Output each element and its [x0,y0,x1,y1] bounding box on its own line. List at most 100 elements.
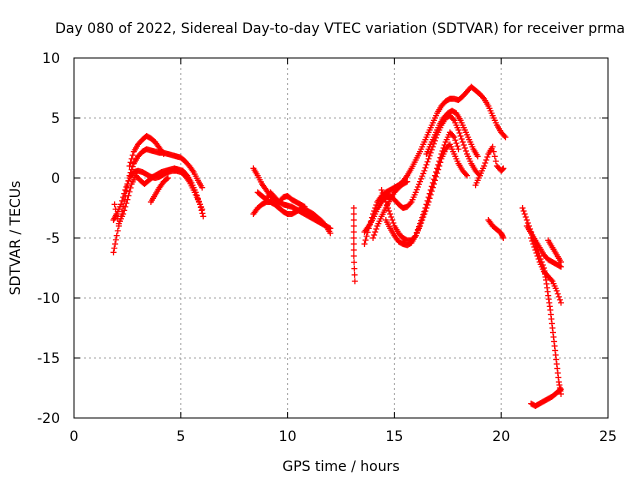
data-point [459,139,466,145]
y-tick-label: 5 [51,111,60,127]
data-point [111,201,118,208]
data-point [502,134,509,141]
data-point [123,200,130,207]
data-point [428,183,435,190]
grid-lines [74,58,608,418]
data-point [379,190,386,196]
data-point [532,247,539,253]
data-point [521,211,528,217]
data-point [192,189,199,196]
series-seg-a1 [110,146,206,256]
data-point [553,287,560,294]
data-point [160,151,167,157]
data-point [501,133,508,139]
data-point [558,386,565,393]
data-point [434,165,441,172]
data-point [529,238,536,244]
data-point [113,232,120,239]
data-point [127,159,134,166]
data-point [350,247,357,253]
data-point [122,203,129,210]
data-point [124,196,131,203]
data-point [380,193,387,199]
data-point [372,229,379,235]
series-seg-f1 [519,205,565,397]
x-tick-label: 15 [385,429,403,445]
data-point [350,205,357,211]
data-point [362,237,369,244]
data-point [474,153,481,160]
data-point [350,253,357,259]
x-tick-label: 5 [176,429,185,445]
x-tick-label: 25 [599,429,617,445]
data-point [327,230,334,237]
data-point [462,148,469,154]
chart-title: Day 080 of 2022, Sidereal Day-to-day VTE… [55,21,625,37]
data-point [121,190,128,197]
data-point [381,196,388,202]
data-point [523,217,530,223]
data-point [199,184,206,191]
data-point [436,158,443,165]
data-point [413,229,420,236]
data-point [554,290,561,297]
data-point [555,293,562,300]
data-point [437,154,444,161]
data-point [112,206,119,213]
data-point [421,208,428,215]
data-point [528,235,535,241]
data-point [460,142,467,148]
data-point [440,145,447,151]
data-point [363,233,370,240]
data-point [422,205,429,211]
series-seg-a3 [111,165,207,227]
data-point [388,214,395,220]
data-point [110,249,117,256]
data-point [125,178,132,184]
data-point [457,133,464,139]
data-point [378,187,385,193]
data-point [420,170,427,177]
data-point [558,299,565,306]
series-seg-e1 [485,217,507,241]
data-point [441,142,448,148]
data-point [351,271,358,278]
data-point [351,259,358,266]
data-point [197,204,204,211]
data-point [123,184,130,190]
data-point [530,241,537,247]
data-point [427,149,434,156]
data-point [461,145,468,151]
data-point [198,207,205,214]
data-point [420,211,427,218]
data-point [427,187,434,193]
data-point [482,160,489,166]
data-point [500,165,507,172]
data-point [350,223,357,229]
data-point [127,184,134,191]
data-point [387,211,394,217]
data-point [415,223,422,230]
y-axis-label: SDTVAR / TECUs [8,181,24,296]
data-point [455,146,462,153]
x-tick-label: 20 [492,429,510,445]
data-point [412,232,419,239]
series-seg-d5 [370,178,411,241]
data-point [453,140,460,147]
data-point [425,194,432,201]
data-point [558,259,565,265]
data-point [195,198,202,205]
data-point [500,235,507,241]
y-tick-label: -5 [46,231,60,247]
data-point [415,181,422,188]
data-point [534,253,541,259]
data-point [433,169,440,175]
data-point [414,184,421,190]
data-point [484,154,491,160]
data-point [122,187,129,193]
data-point [481,163,488,169]
data-point [125,192,132,199]
data-point [361,241,368,247]
y-tick-label: -10 [37,291,60,307]
